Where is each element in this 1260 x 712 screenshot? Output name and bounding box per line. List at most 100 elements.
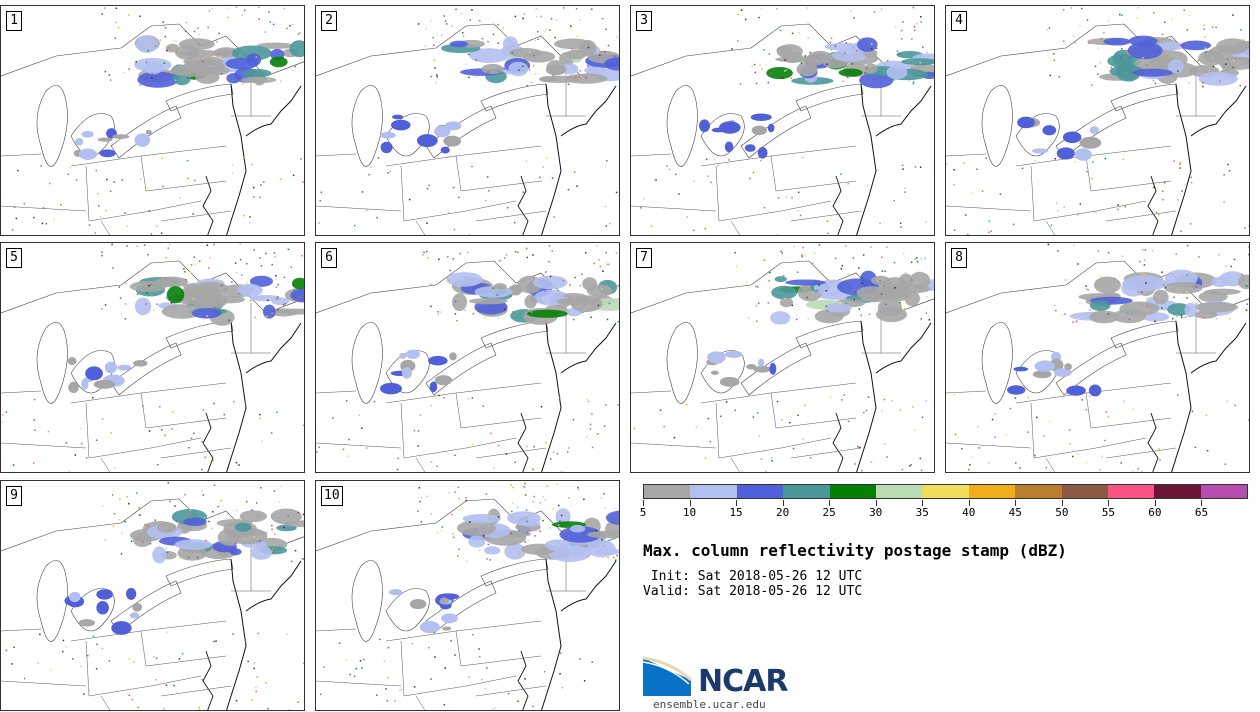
- echo-speckle: [112, 525, 115, 528]
- echo-cell: [556, 297, 598, 306]
- echo-speckle: [911, 64, 913, 66]
- echo-speckle: [685, 404, 688, 406]
- echo-speckle: [1097, 73, 1099, 75]
- echo-speckle: [420, 496, 423, 499]
- echo-speckle: [430, 305, 432, 308]
- echo-speckle: [599, 54, 601, 57]
- echo-speckle: [260, 184, 262, 186]
- echo-speckle: [826, 310, 829, 312]
- echo-speckle: [95, 439, 98, 441]
- echo-speckle: [299, 31, 301, 34]
- member-number: 8: [951, 248, 967, 268]
- echo-speckle: [201, 283, 203, 285]
- echo-speckle: [587, 46, 590, 49]
- echo-speckle: [452, 186, 455, 189]
- echo-speckle: [578, 19, 581, 21]
- echo-speckle: [1122, 158, 1125, 161]
- echo-speckle: [574, 276, 576, 279]
- echo-speckle: [512, 486, 514, 489]
- echo-speckle: [781, 252, 784, 254]
- echo-cell: [484, 546, 501, 555]
- echo-speckle: [150, 77, 153, 79]
- echo-speckle: [37, 662, 40, 665]
- echo-speckle: [426, 250, 428, 253]
- colorbar-tick: [829, 500, 831, 506]
- echo-speckle: [1141, 315, 1143, 317]
- echo-speckle: [556, 452, 559, 455]
- echo-speckle: [430, 678, 432, 680]
- echo-speckle: [432, 36, 434, 39]
- echo-speckle: [87, 654, 89, 657]
- echo-cell: [1157, 41, 1185, 51]
- echo-speckle: [121, 179, 123, 181]
- echo-cell: [533, 275, 568, 290]
- echo-speckle: [437, 313, 440, 315]
- echo-speckle: [893, 79, 895, 81]
- echo-speckle: [539, 530, 541, 533]
- echo-speckle: [846, 76, 849, 79]
- echo-cell: [441, 613, 458, 624]
- echo-speckle: [174, 79, 177, 81]
- echo-speckle: [1086, 170, 1088, 173]
- echo-speckle: [1027, 396, 1030, 399]
- echo-speckle: [894, 287, 896, 289]
- echo-speckle: [902, 168, 904, 170]
- echo-cell: [166, 286, 185, 304]
- echo-speckle: [1080, 7, 1083, 10]
- echo-speckle: [128, 68, 130, 70]
- echo-speckle: [142, 541, 144, 544]
- echo-speckle: [443, 397, 445, 399]
- echo-speckle: [867, 396, 870, 398]
- echo-speckle: [168, 47, 170, 49]
- echo-speckle: [1205, 414, 1208, 417]
- echo-cell: [289, 40, 304, 58]
- echo-speckle: [1203, 36, 1206, 38]
- echo-speckle: [912, 83, 914, 85]
- colorbar-tick-label: 60: [1148, 506, 1162, 519]
- echo-speckle: [50, 668, 52, 671]
- echo-speckle: [1228, 170, 1231, 172]
- echo-speckle: [1136, 17, 1138, 19]
- echo-speckle: [95, 169, 98, 172]
- echo-speckle: [47, 430, 50, 433]
- echo-speckle: [342, 448, 345, 451]
- postage-stamp-panel: 3: [630, 5, 935, 236]
- echo-speckle: [583, 498, 585, 501]
- echo-speckle: [1079, 302, 1081, 305]
- colorbar-tick-label: 20: [775, 506, 790, 519]
- echo-cell: [419, 621, 440, 634]
- echo-speckle: [454, 454, 456, 457]
- echo-speckle: [619, 298, 620, 300]
- reflectivity-colorbar: [643, 484, 1248, 499]
- echo-speckle: [1124, 206, 1126, 208]
- echo-cell: [78, 148, 98, 160]
- echo-speckle: [256, 514, 259, 517]
- echo-speckle: [1198, 256, 1200, 258]
- echo-speckle: [146, 291, 148, 294]
- echo-speckle: [104, 304, 107, 306]
- logo-url: ensemble.ucar.edu: [653, 698, 766, 711]
- echo-speckle: [454, 313, 457, 315]
- echo-speckle: [760, 458, 763, 460]
- echo-speckle: [304, 59, 305, 61]
- echo-speckle: [1159, 459, 1161, 461]
- echo-speckle: [272, 551, 275, 553]
- echo-speckle: [361, 667, 363, 669]
- echo-speckle: [109, 79, 112, 81]
- echo-speckle: [209, 64, 211, 67]
- echo-cell: [886, 65, 908, 80]
- echo-speckle: [768, 53, 771, 55]
- echo-speckle: [564, 528, 567, 530]
- echo-speckle: [834, 257, 837, 260]
- echo-speckle: [1241, 39, 1244, 41]
- echo-speckle: [874, 78, 877, 80]
- echo-speckle: [1132, 471, 1134, 472]
- echo-speckle: [553, 216, 555, 218]
- echo-speckle: [513, 221, 516, 224]
- echo-cell: [96, 589, 113, 600]
- echo-cell: [587, 530, 619, 539]
- echo-speckle: [1177, 70, 1179, 72]
- echo-speckle: [895, 26, 897, 28]
- echo-speckle: [540, 405, 543, 408]
- echo-speckle: [602, 556, 604, 559]
